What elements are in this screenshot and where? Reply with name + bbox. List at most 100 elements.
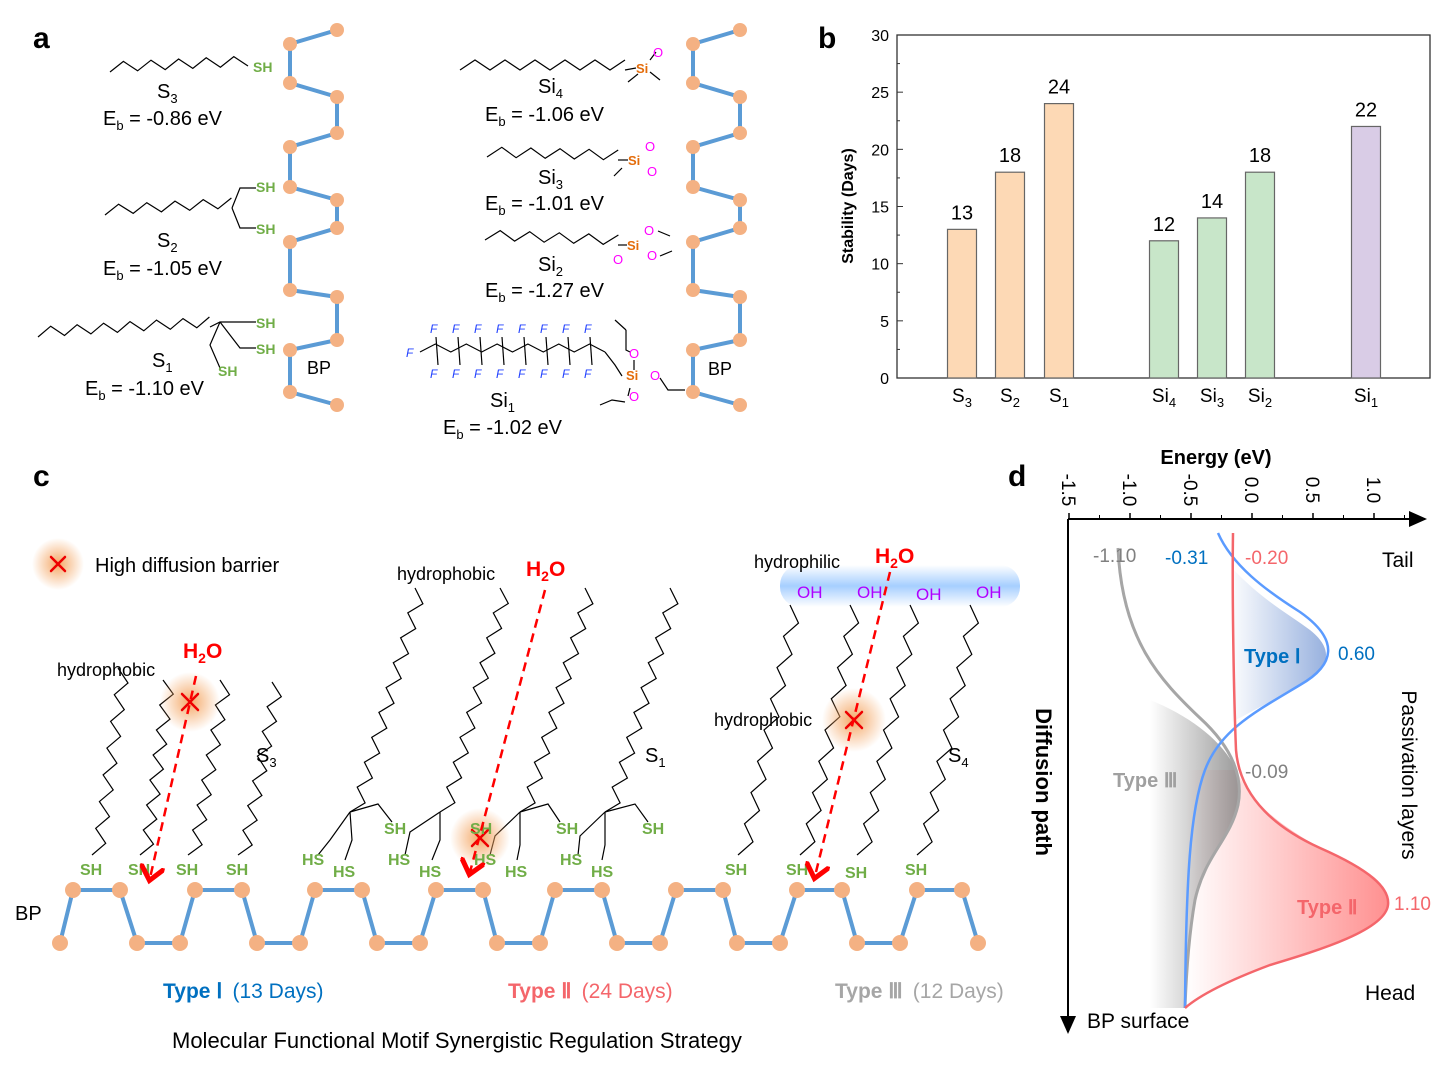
fluorine-atom: F <box>540 367 548 381</box>
o-atom: O <box>644 223 654 238</box>
water-diffusion-arrow <box>150 675 198 878</box>
bp-atom <box>729 935 745 951</box>
sh-group: SH <box>642 821 664 838</box>
x-category-label: Si4 <box>1152 386 1176 410</box>
o-atom: O <box>613 252 623 267</box>
sh-group: SH <box>128 862 150 879</box>
hs-group: HS <box>333 864 356 881</box>
sh-group: SH <box>905 862 927 879</box>
alkyl-chain <box>439 587 510 813</box>
water-diffusion-arrow <box>470 589 547 872</box>
head-label: Head <box>1365 982 1415 1005</box>
bar <box>1043 102 1075 379</box>
bp-atom <box>112 882 128 898</box>
molecule-label-s3: S3 Eb = -0.86 eV <box>103 81 223 133</box>
bar <box>1244 171 1276 379</box>
bp-atom <box>283 283 297 297</box>
passivation-layers-label: Passivation layers <box>1397 690 1420 859</box>
hydrophilic-label: hydrophilic <box>754 552 840 572</box>
bond-line <box>604 351 623 377</box>
bp-atom <box>249 935 265 951</box>
bond-line <box>659 250 673 257</box>
bp-atom <box>172 935 188 951</box>
bp-atom <box>187 882 203 898</box>
oh-group: OH <box>797 583 823 602</box>
bond-line <box>209 321 256 328</box>
bp-atom <box>52 935 68 951</box>
x-tick-label: 0.5 <box>1301 477 1322 503</box>
bp-atom <box>733 23 747 37</box>
x-category-label: Si1 <box>1354 386 1378 410</box>
bp-atom <box>489 935 505 951</box>
bp-atom <box>652 935 668 951</box>
bp-atom <box>330 193 344 207</box>
type-1-start-value: -0.31 <box>1165 548 1208 569</box>
sh-group: SH <box>256 179 275 195</box>
bp-label-right: BP <box>708 359 732 379</box>
bp-bond <box>691 28 742 407</box>
bp-atom <box>733 193 747 207</box>
alkyl-chain <box>737 604 800 856</box>
bond-line <box>659 377 685 391</box>
panel-b-bar-chart: b Stability (Days) 0 5 10 15 20 25 30 13 S3 18 S2… <box>818 22 1431 410</box>
fluorine-atom: F <box>540 322 548 336</box>
o-atom: O <box>650 368 660 383</box>
bp-atom <box>686 37 700 51</box>
bar <box>946 228 978 379</box>
molecule-label-s2: S2 Eb = -1.05 eV <box>103 230 223 283</box>
x-category-label: S2 <box>1000 386 1020 410</box>
bp-atom <box>609 935 625 951</box>
c-f-bond <box>523 336 527 366</box>
bond-line <box>577 811 606 856</box>
type-3-curve <box>1116 547 1241 1009</box>
fluorine-atom: F <box>562 367 570 381</box>
alkyl-chain <box>91 667 129 856</box>
bp-atom <box>330 126 344 140</box>
bp-atom <box>129 935 145 951</box>
x-category-label: S1 <box>1049 386 1069 410</box>
bp-atom <box>292 935 308 951</box>
panel-a: a BP BP SH SH SH SH SH SH Si O Si O O Si… <box>33 22 747 442</box>
bar <box>994 171 1026 379</box>
bar <box>1196 217 1228 379</box>
bp-atom <box>686 283 700 297</box>
c-f-bond <box>457 336 461 366</box>
bp-atom <box>733 90 747 104</box>
si-atom: Si <box>627 238 639 253</box>
svg-text:Eb = -1.10 eV: Eb = -1.10 eV <box>85 378 205 403</box>
bp-surface-label: BP surface <box>1087 1010 1189 1033</box>
alkyl-chain <box>37 316 210 338</box>
fluorine-atom: F <box>452 367 460 381</box>
bp-atom <box>909 882 925 898</box>
bp-atom <box>834 882 850 898</box>
panel-c: c High diffusion barrier SH SH SH SH SH SH SH S… <box>15 460 1020 1053</box>
fluorine-atom: F <box>452 322 460 336</box>
y-tick-label: 15 <box>871 200 889 217</box>
x-category-label: Si3 <box>1200 386 1224 410</box>
bp-atom <box>686 343 700 357</box>
type-2-fill <box>1185 770 1389 1008</box>
oh-group: OH <box>857 583 883 602</box>
bp-atom <box>686 235 700 249</box>
bond-line <box>627 387 631 397</box>
sh-group: SH <box>253 59 272 75</box>
oh-group: OH <box>976 583 1002 602</box>
bp-atom <box>283 385 297 399</box>
bond-line <box>209 321 221 369</box>
hydrophobic-label: hydrophobic <box>57 660 155 680</box>
bp-atom <box>686 140 700 154</box>
bp-atom <box>330 221 344 235</box>
bp-lattice-chains <box>283 23 747 412</box>
bp-atom <box>475 882 491 898</box>
bp-atom <box>594 882 610 898</box>
y-axis-label: Stability (Days) <box>840 148 857 264</box>
bar-value-label: 14 <box>1201 191 1223 213</box>
hs-group: HS <box>505 864 528 881</box>
type-3-fill <box>1150 700 1240 1008</box>
panel-label-b: b <box>818 22 836 55</box>
bp-atom <box>369 935 385 951</box>
alkyl-chain <box>519 587 594 813</box>
alkyl-chain <box>604 587 679 813</box>
